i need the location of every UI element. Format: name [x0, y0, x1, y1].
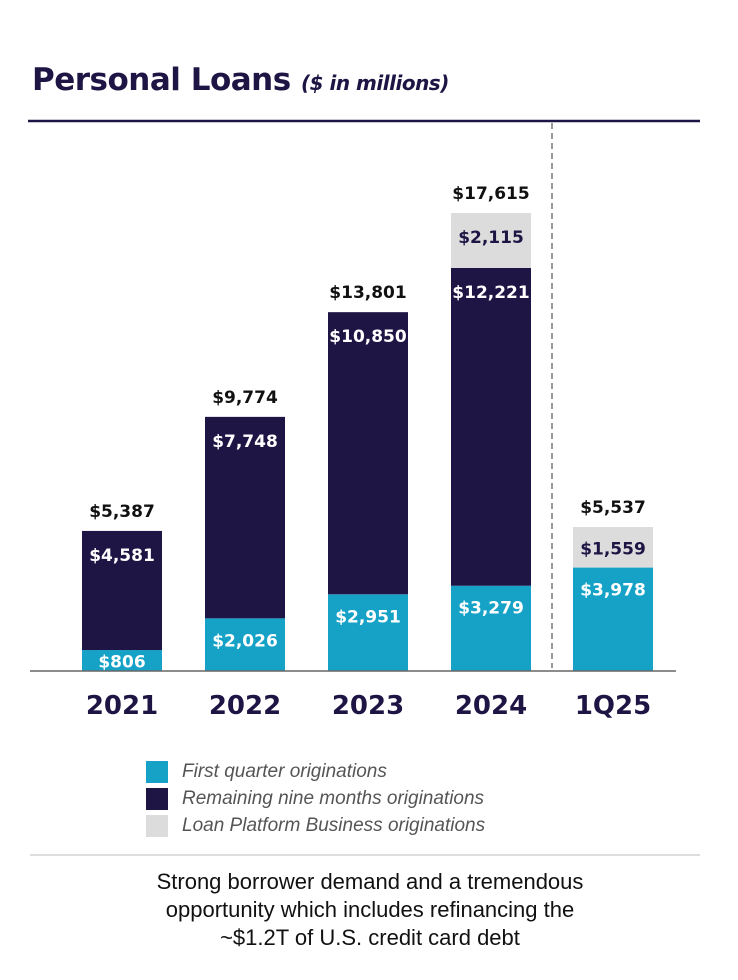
bar-segment	[573, 567, 653, 671]
bar-segment	[328, 594, 408, 671]
x-tick-label: 1Q25	[575, 691, 651, 721]
total-label: $9,774	[212, 388, 278, 408]
data-label: $2,951	[335, 607, 401, 627]
total-label: $17,615	[452, 184, 529, 204]
total-label: $5,387	[89, 502, 155, 522]
legend-item-remaining: Remaining nine months originations	[146, 785, 485, 812]
bar-segment	[451, 213, 531, 268]
bar-segment	[328, 312, 408, 595]
x-tick-label: 2024	[455, 691, 527, 721]
data-label: $4,581	[89, 546, 155, 566]
chart-title: Personal Loans ($ in millions)	[32, 62, 449, 98]
data-label: $3,978	[580, 581, 646, 601]
footer-line: opportunity which includes refinancing t…	[165, 897, 575, 922]
bar-segment	[573, 527, 653, 568]
footer-line: Strong borrower demand and a tremendous	[156, 869, 584, 894]
bar-chart: $806 $4,581 $5,387 2021 $2,026 $7,748 $9,774 20…	[28, 119, 700, 721]
data-label: $3,279	[458, 599, 524, 619]
bar-segment	[451, 267, 531, 586]
bar-segment	[451, 585, 531, 671]
total-label: $5,537	[580, 498, 646, 518]
x-tick-label: 2021	[86, 691, 158, 721]
data-label: $7,748	[212, 432, 278, 452]
legend-label: First quarter originations	[182, 760, 387, 782]
legend-item-first-quarter: First quarter originations	[146, 758, 485, 785]
divider	[30, 854, 700, 856]
legend-item-platform: Loan Platform Business originations	[146, 812, 485, 839]
data-label: $2,026	[212, 631, 278, 651]
legend-swatch	[146, 760, 168, 783]
bar-segment	[205, 618, 285, 671]
footer-text: Strong borrower demand and a tremendous …	[40, 868, 700, 952]
legend-label: Loan Platform Business originations	[182, 814, 486, 836]
data-label: $1,559	[580, 539, 646, 559]
x-tick-label: 2023	[332, 691, 404, 721]
x-tick-label: 2022	[209, 691, 281, 721]
legend-label: Remaining nine months originations	[182, 787, 485, 809]
footer-line: ~$1.2T of U.S. credit card debt	[220, 925, 520, 950]
legend-swatch	[146, 787, 168, 810]
bar-segment	[205, 416, 285, 619]
data-label: $12,221	[452, 283, 529, 303]
data-label: $10,850	[329, 327, 407, 347]
legend: First quarter originations Remaining nin…	[146, 758, 485, 839]
total-label: $13,801	[329, 283, 406, 303]
data-label: $806	[98, 653, 145, 673]
bar-segment	[82, 530, 162, 651]
data-label: $2,115	[458, 228, 524, 248]
legend-swatch	[146, 814, 168, 837]
bar-segment	[82, 650, 162, 671]
